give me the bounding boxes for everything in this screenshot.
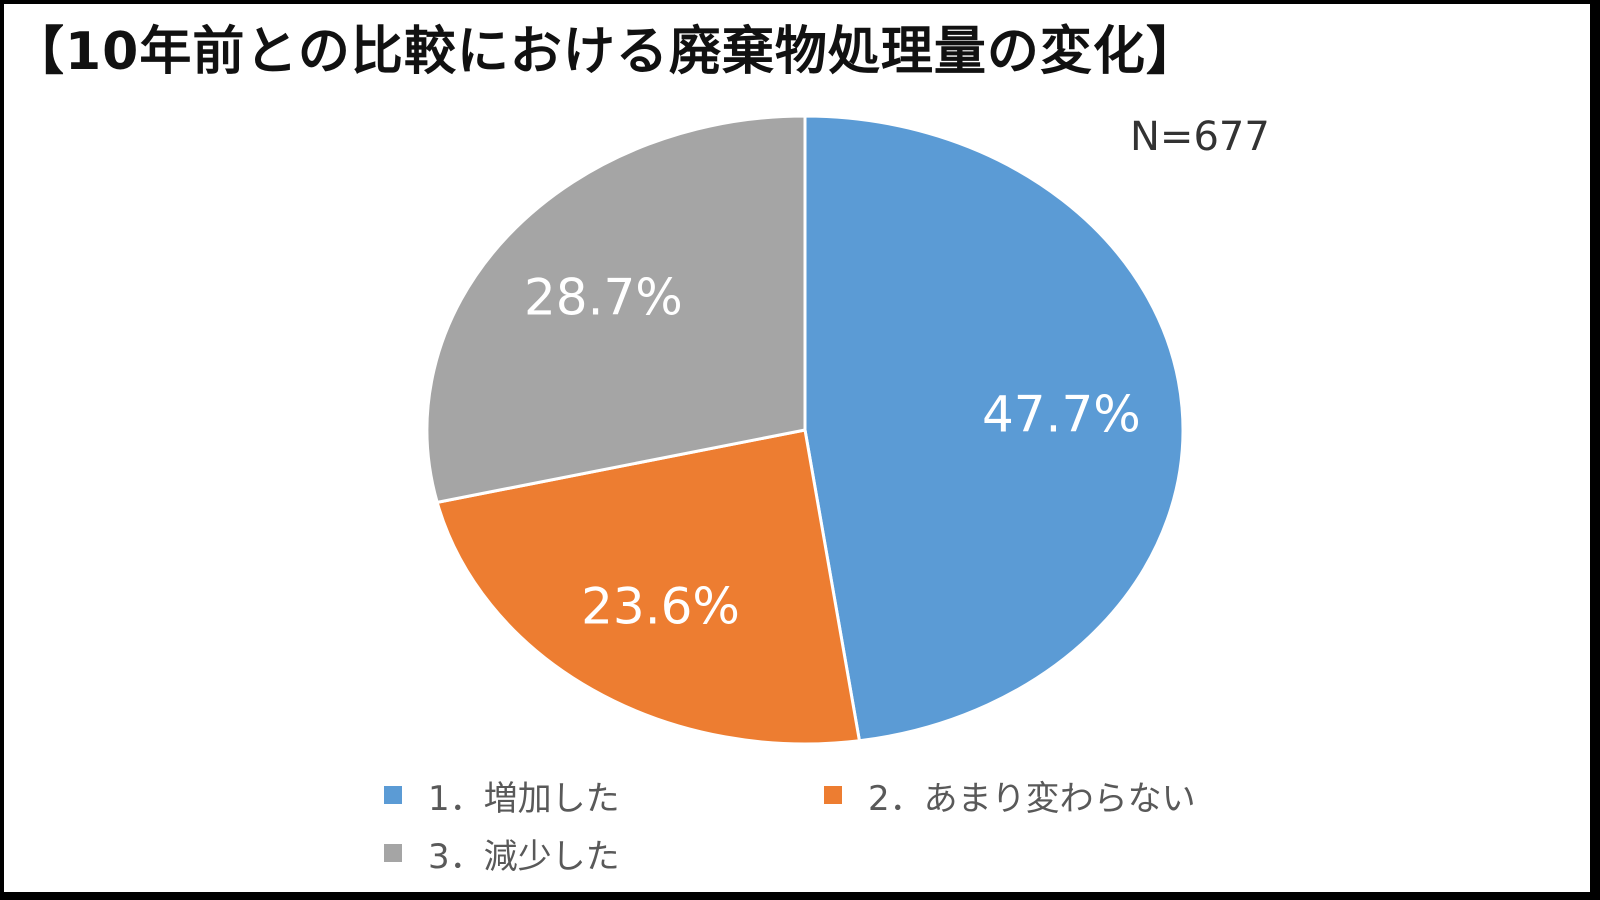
pie-slices [425, 114, 1185, 746]
pie-slice-unchanged [435, 428, 862, 746]
legend-swatch-increased [384, 786, 402, 804]
legend-label-increased: 1．増加した [428, 778, 620, 819]
legend-item-decreased: 3．減少した [384, 828, 620, 878]
legend: 1．増加した 2．あまり変わらない 3．減少した [384, 770, 1384, 890]
pie-slice-decreased [425, 114, 807, 505]
legend-label-decreased: 3．減少した [428, 836, 620, 877]
pie-slice-increased [803, 114, 1185, 743]
data-label-decreased: 28.7% [524, 269, 683, 327]
legend-label-unchanged: 2．あまり変わらない [868, 778, 1196, 819]
legend-item-increased: 1．増加した [384, 770, 620, 820]
data-label-unchanged: 23.6% [581, 578, 740, 636]
data-label-increased: 47.7% [982, 386, 1141, 444]
chart-title: 【10年前との比較における廃棄物処理量の変化】 [12, 22, 1199, 82]
sample-size-label: N=677 [1130, 114, 1270, 160]
legend-item-unchanged: 2．あまり変わらない [824, 770, 1196, 820]
pie-data-labels: 47.7% 23.6% 28.7% [524, 269, 1141, 636]
legend-swatch-decreased [384, 844, 402, 862]
legend-swatch-unchanged [824, 786, 842, 804]
